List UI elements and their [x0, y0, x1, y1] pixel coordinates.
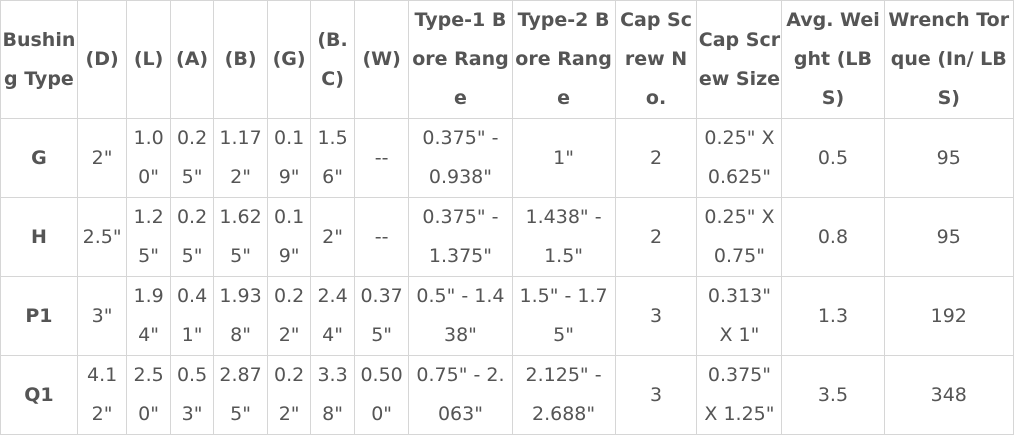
table-cell: 0.22" — [266, 355, 312, 435]
table-cell: 4.12" — [76, 355, 128, 435]
table-cell: 0.313" X 1" — [696, 276, 783, 356]
table-cell: 0.8 — [781, 197, 885, 277]
table-cell: 0.25" X 0.625" — [696, 118, 783, 198]
header-b: (B) — [213, 0, 268, 119]
table-cell: Q1 — [0, 355, 78, 435]
table-cell: 1.25" — [126, 197, 171, 277]
header-avg-weight: Avg. Weight (LBS) — [781, 0, 885, 119]
table-cell: 2" — [310, 197, 355, 277]
table-cell: 3 — [614, 276, 698, 356]
header-bushing-type: Bushing Type — [0, 0, 78, 119]
table-cell: 2.125" - 2.688" — [511, 355, 616, 435]
table-cell: 0.25" — [169, 118, 215, 198]
table-cell: 2.5" — [76, 197, 128, 277]
header-type2-bore-range: Type-2 Bore Range — [511, 0, 616, 119]
table-cell: 1.00" — [126, 118, 171, 198]
table-cell: 0.19" — [266, 197, 312, 277]
table-cell: -- — [353, 197, 410, 277]
table-cell: 0.375" - 0.938" — [408, 118, 513, 198]
table-cell: 192 — [883, 276, 1014, 356]
table-cell: 1.3 — [781, 276, 885, 356]
table-cell: G — [0, 118, 78, 198]
table-cell: 95 — [883, 197, 1014, 277]
header-a: (A) — [169, 0, 215, 119]
table-cell: 1.625" — [213, 197, 268, 277]
table-cell: 0.500" — [353, 355, 410, 435]
table-cell: -- — [353, 118, 410, 198]
table-cell: 3.38" — [310, 355, 355, 435]
table-cell: 1.94" — [126, 276, 171, 356]
table-cell: 0.375" - 1.375" — [408, 197, 513, 277]
table-cell: 2" — [76, 118, 128, 198]
header-cap-screw-size: Cap Screw Size — [696, 0, 783, 119]
table-cell: 1.172" — [213, 118, 268, 198]
table-cell: 0.53" — [169, 355, 215, 435]
table-cell: 2.44" — [310, 276, 355, 356]
table-cell: 0.22" — [266, 276, 312, 356]
table-cell: 2.875" — [213, 355, 268, 435]
table-cell: 2 — [614, 197, 698, 277]
header-cap-screw-no: Cap Screw No. — [614, 0, 698, 119]
table-cell: 3" — [76, 276, 128, 356]
table-cell: 95 — [883, 118, 1014, 198]
table-cell: 2.50" — [126, 355, 171, 435]
table-row: P1 3" 1.94" 0.41" 1.938" 0.22" 2.44" 0.3… — [0, 276, 1014, 356]
table-cell: P1 — [0, 276, 78, 356]
table-cell: 1.5" - 1.75" — [511, 276, 616, 356]
table-cell: 0.75" - 2.063" — [408, 355, 513, 435]
table-cell: 0.5 — [781, 118, 885, 198]
header-d: (D) — [76, 0, 128, 119]
header-row: Bushing Type (D) (L) (A) (B) (G) (B.C) (… — [0, 0, 1014, 119]
header-type1-bore-range: Type-1 Bore Range — [408, 0, 513, 119]
table-cell: 0.375" — [353, 276, 410, 356]
table-cell: 1" — [511, 118, 616, 198]
table-row: H 2.5" 1.25" 0.25" 1.625" 0.19" 2" -- 0.… — [0, 197, 1014, 277]
table-cell: 0.25" X 0.75" — [696, 197, 783, 277]
header-wrench-torque: Wrench Torque (In/ LBS) — [883, 0, 1014, 119]
header-l: (L) — [126, 0, 171, 119]
table-cell: 2 — [614, 118, 698, 198]
table-cell: 348 — [883, 355, 1014, 435]
table-cell: 0.25" — [169, 197, 215, 277]
table-row: Q1 4.12" 2.50" 0.53" 2.875" 0.22" 3.38" … — [0, 355, 1014, 435]
header-g: (G) — [266, 0, 312, 119]
table-cell: 0.41" — [169, 276, 215, 356]
table-cell: 1.938" — [213, 276, 268, 356]
header-bc: (B.C) — [310, 0, 355, 119]
table-cell: 3 — [614, 355, 698, 435]
table-row: G 2" 1.00" 0.25" 1.172" 0.19" 1.56" -- 0… — [0, 118, 1014, 198]
header-w: (W) — [353, 0, 410, 119]
table-cell: 0.5" - 1.438" — [408, 276, 513, 356]
table-cell: 0.19" — [266, 118, 312, 198]
table-cell: 0.375" X 1.25" — [696, 355, 783, 435]
table-cell: 3.5 — [781, 355, 885, 435]
table-cell: 1.438" - 1.5" — [511, 197, 616, 277]
table-cell: 1.56" — [310, 118, 355, 198]
table-cell: H — [0, 197, 78, 277]
